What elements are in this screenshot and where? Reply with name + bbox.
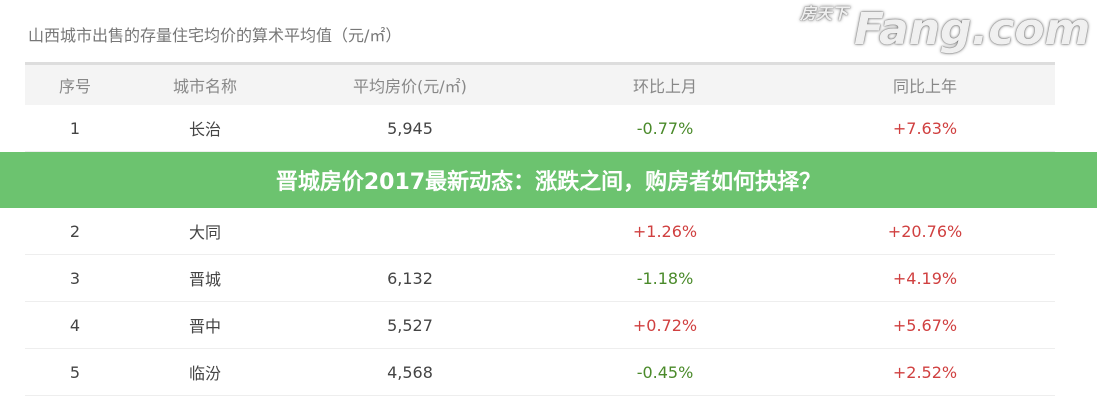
table-header: 序号 城市名称 平均房价(元/㎡) 环比上月 同比上年 xyxy=(25,65,1055,105)
fang-watermark-logo: 房天下 Fang.com xyxy=(800,4,1090,56)
cell-city: 长治 xyxy=(188,120,221,139)
cell-mom: -0.77% xyxy=(636,118,694,138)
cell-city: 晋城 xyxy=(188,270,221,289)
cell-price: 4,568 xyxy=(387,362,433,382)
cell-yoy: +7.63% xyxy=(892,118,958,138)
cell-price: 5,527 xyxy=(387,315,433,335)
cell-yoy: +2.52% xyxy=(892,362,958,382)
cell-yoy: +20.76% xyxy=(887,221,963,241)
cell-city: 晋中 xyxy=(188,317,221,336)
cell-mom: -1.18% xyxy=(636,268,694,288)
header-mom: 环比上月 xyxy=(632,77,697,96)
cell-no: 3 xyxy=(69,268,81,288)
cell-no: 4 xyxy=(69,315,81,335)
table-row: 2 大同 +1.26% +20.76% xyxy=(25,208,1055,255)
cell-mom: -0.45% xyxy=(636,362,694,382)
cell-price: 6,132 xyxy=(387,268,433,288)
headline-banner: 晋城房价2017最新动态：涨跌之间，购房者如何抉择？ xyxy=(0,152,1097,208)
cell-yoy: +4.19% xyxy=(892,268,958,288)
header-yoy: 同比上年 xyxy=(892,77,957,96)
cell-no: 2 xyxy=(69,221,81,241)
table-row: 1 长治 5,945 -0.77% +7.63% xyxy=(25,105,1055,152)
table-row: 5 临汾 4,568 -0.45% +2.52% xyxy=(25,349,1055,396)
cell-yoy: +5.67% xyxy=(892,315,958,335)
cell-mom: +0.72% xyxy=(632,315,698,335)
cell-no: 1 xyxy=(69,118,81,138)
header-price: 平均房价(元/㎡) xyxy=(353,77,467,96)
table-row: 4 晋中 5,527 +0.72% +5.67% xyxy=(25,302,1055,349)
cell-city: 临汾 xyxy=(188,364,221,383)
table-row: 3 晋城 6,132 -1.18% +4.19% xyxy=(25,255,1055,302)
cell-price: 5,945 xyxy=(387,118,433,138)
price-table: 序号 城市名称 平均房价(元/㎡) 环比上月 同比上年 1 长治 5,945 -0.7… xyxy=(0,62,1097,396)
table-title: 山西城市出售的存量住宅均价的算术平均值（元/㎡） xyxy=(28,26,402,45)
watermark-sub: 房天下 xyxy=(800,4,849,23)
header-city: 城市名称 xyxy=(172,77,237,96)
cell-no: 5 xyxy=(69,362,81,382)
watermark-text: Fang.com xyxy=(854,4,1091,55)
header-no: 序号 xyxy=(58,77,91,96)
cell-city: 大同 xyxy=(188,223,221,242)
cell-mom: +1.26% xyxy=(632,221,698,241)
